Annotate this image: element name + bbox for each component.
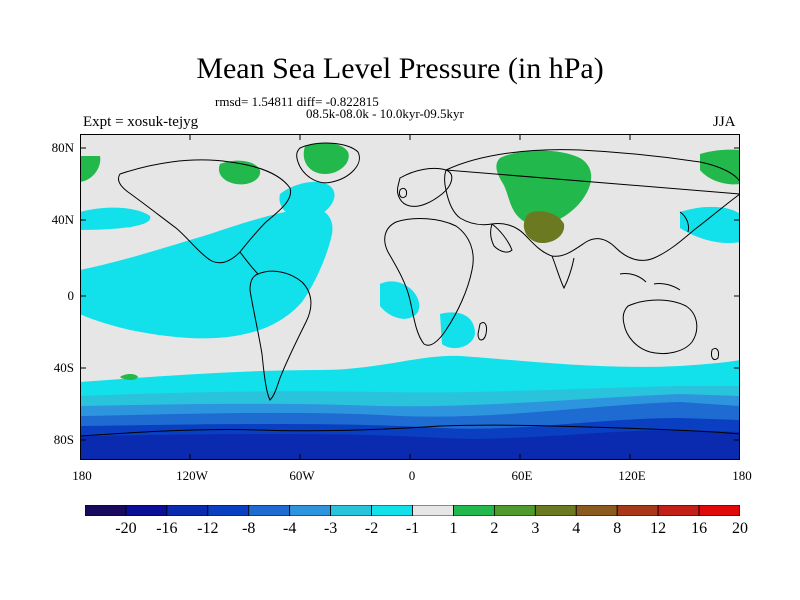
colorbar-label: -12 xyxy=(197,520,219,537)
cyan-region-indian-ocean xyxy=(440,312,475,349)
coastline-indonesia xyxy=(619,273,681,291)
colorbar-swatch xyxy=(330,505,372,516)
colorbar-swatch xyxy=(166,505,209,516)
colorbar-label: -3 xyxy=(323,520,338,537)
colorbar-swatch xyxy=(698,505,740,516)
coastline-arabia xyxy=(490,223,513,253)
cyan-region-east-pacific xyxy=(680,206,740,244)
colorbar-label: -1 xyxy=(405,520,420,537)
colorbar-swatch xyxy=(575,505,618,516)
colorbar-swatch xyxy=(289,505,332,516)
colorbar-label: -8 xyxy=(242,520,256,537)
colorbar-label: 20 xyxy=(732,520,748,537)
experiment-label: Expt = xosuk-tejyg xyxy=(83,114,199,130)
colorbar-label: 8 xyxy=(613,520,622,537)
green-region-south-atlantic xyxy=(120,374,138,380)
colorbar-swatch xyxy=(412,505,454,516)
colorbar-swatch xyxy=(616,505,659,516)
lon-label-180-left: 180 xyxy=(72,468,92,483)
lon-label-120w: 120W xyxy=(176,468,208,483)
pressure-map xyxy=(80,134,740,460)
cyan-region-north-pacific xyxy=(80,207,151,230)
cyan-region-atlantic xyxy=(380,281,420,319)
green-region-alaska xyxy=(80,156,101,182)
coastline-central-america xyxy=(239,251,259,275)
coastline-japan xyxy=(679,211,689,233)
colorbar-swatch xyxy=(125,505,168,516)
green-region-asia xyxy=(496,150,592,226)
cyan-region-pacific xyxy=(80,207,333,339)
colorbar-label: -16 xyxy=(156,520,178,537)
colorbar-label: 3 xyxy=(531,520,540,537)
lon-label-180-right: 180 xyxy=(732,468,752,483)
coastline-australia xyxy=(622,299,698,355)
colorbar-swatch xyxy=(207,505,250,516)
lon-label-120e: 120E xyxy=(618,468,646,483)
colorbar-label: -4 xyxy=(283,520,297,537)
lat-label-40s: 40S xyxy=(53,360,74,375)
cyan-region-north-atlantic xyxy=(279,181,335,219)
stats-line: rmsd= 1.54811 diff= -0.822815 xyxy=(215,94,379,109)
lat-ticks xyxy=(80,147,740,441)
lat-label-40n: 40N xyxy=(51,212,74,227)
period-line: 08.5k-08.0k - 10.0kyr-09.5kyr xyxy=(306,106,464,121)
colorbar xyxy=(85,505,740,516)
colorbar-swatch xyxy=(453,505,495,516)
southern-band-6 xyxy=(80,430,740,460)
lon-label-60e: 60E xyxy=(511,468,533,483)
colorbar-swatch xyxy=(493,505,536,516)
coastline-madagascar xyxy=(477,321,487,341)
colorbar-label: 2 xyxy=(490,520,499,537)
coastline-north-america xyxy=(117,159,292,264)
colorbar-label: 12 xyxy=(650,520,667,537)
colorbar-swatch xyxy=(248,505,291,516)
colorbar-swatch xyxy=(85,505,127,516)
lat-label-80s: 80S xyxy=(53,432,74,447)
colorbar-swatch xyxy=(534,505,577,516)
colorbar-label: 1 xyxy=(449,520,458,537)
season-label: JJA xyxy=(713,114,736,130)
lon-label-0: 0 xyxy=(408,468,416,483)
coastline-india xyxy=(551,255,575,290)
coastlines xyxy=(80,142,740,437)
lat-label-0: 0 xyxy=(67,288,75,303)
map-title: Mean Sea Level Pressure (in hPa) xyxy=(196,52,604,85)
colorbar-swatch xyxy=(657,505,700,516)
lon-label-60w: 60W xyxy=(289,468,315,483)
green-region-siberia xyxy=(700,149,740,185)
coastline-europe xyxy=(397,167,453,207)
coastline-antarctica xyxy=(80,424,740,437)
colorbar-swatch xyxy=(371,505,413,516)
lon-ticks xyxy=(189,134,631,460)
lat-label-80n: 80N xyxy=(51,140,74,155)
coastline-new-zealand xyxy=(711,347,719,361)
green-region-arctic-canada xyxy=(218,160,261,185)
colorbar-label: -20 xyxy=(115,520,137,537)
colorbar-label: 4 xyxy=(572,520,581,537)
coastline-south-america xyxy=(249,270,312,401)
coastline-asia xyxy=(444,149,740,261)
coastline-africa xyxy=(384,218,474,346)
coastline-uk xyxy=(399,187,407,199)
colorbar-label: -2 xyxy=(364,520,379,537)
colorbar-label: 16 xyxy=(691,520,708,537)
olive-region-asia xyxy=(523,211,565,244)
coastline-greenland xyxy=(296,142,360,184)
green-region-greenland xyxy=(303,142,349,174)
